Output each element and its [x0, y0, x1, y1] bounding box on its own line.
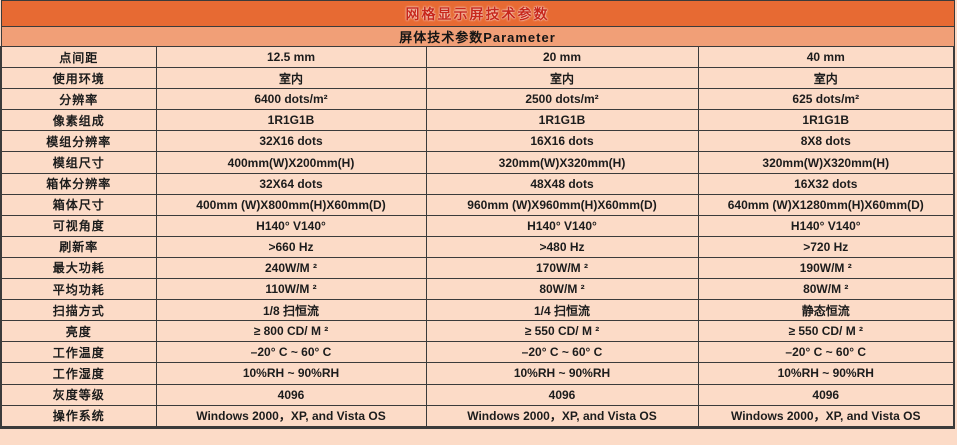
param-value: 320mm(W)X320mm(H)	[697, 151, 955, 174]
param-value: 1R1G1B	[697, 109, 955, 132]
param-value: 80W/M ²	[697, 278, 955, 301]
param-value: ≥ 550 CD/ M ²	[425, 320, 699, 343]
table-row: 最大功耗 240W/M ² 170W/M ² 190W/M ²	[0, 256, 955, 280]
param-value: 1R1G1B	[155, 109, 427, 132]
param-label: 亮度	[0, 320, 157, 343]
table-row: 操作系统 Windows 2000，XP, and Vista OS Windows…	[0, 404, 955, 429]
param-label: 模组分辨率	[0, 130, 157, 153]
param-label: 点间距	[0, 45, 157, 69]
title-row: 网格显示屏技术参数	[0, 0, 955, 27]
param-label: 操作系统	[0, 404, 157, 429]
param-value: 4096	[697, 383, 955, 406]
param-value: 20 mm	[425, 45, 699, 69]
spec-table: 网格显示屏技术参数 屏体技术参数Parameter 点间距 12.5 mm 20 m…	[0, 0, 955, 429]
table-subtitle: 屏体技术参数Parameter	[0, 26, 955, 47]
table-row: 工作温度 –20° C ~ 60° C –20° C ~ 60° C –20° C ~…	[0, 341, 955, 364]
param-label: 像素组成	[0, 109, 157, 132]
param-value: 320mm(W)X320mm(H)	[425, 151, 699, 174]
table-row: 模组尺寸 400mm(W)X200mm(H) 320mm(W)X320mm(H) 32…	[0, 151, 955, 174]
param-value: –20° C ~ 60° C	[155, 341, 427, 364]
param-value: >480 Hz	[425, 235, 699, 258]
param-label: 箱体尺寸	[0, 193, 157, 216]
param-value: 室内	[155, 67, 427, 90]
param-value: 240W/M ²	[155, 256, 427, 280]
param-label: 箱体分辨率	[0, 172, 157, 195]
param-value: 静态恒流	[697, 299, 955, 322]
table-row: 分辨率 6400 dots/m² 2500 dots/m² 625 dots/m²	[0, 88, 955, 111]
param-value: 640mm (W)X1280mm(H)X60mm(D)	[697, 193, 955, 216]
param-label: 模组尺寸	[0, 151, 157, 174]
table-row: 使用环境 室内 室内 室内	[0, 67, 955, 90]
param-value: 6400 dots/m²	[155, 88, 427, 111]
param-value: 10%RH ~ 90%RH	[155, 362, 427, 385]
param-label: 刷新率	[0, 235, 157, 258]
param-label: 最大功耗	[0, 256, 157, 280]
table-row: 箱体尺寸 400mm (W)X800mm(H)X60mm(D) 960mm (W)X…	[0, 193, 955, 216]
param-value: 32X64 dots	[155, 172, 427, 195]
table-row: 工作湿度 10%RH ~ 90%RH 10%RH ~ 90%RH 10%RH ~ 90…	[0, 362, 955, 385]
table-row: 扫描方式 1/8 扫恒流 1/4 扫恒流 静态恒流	[0, 299, 955, 322]
param-value: 1/8 扫恒流	[155, 299, 427, 322]
param-value: 960mm (W)X960mm(H)X60mm(D)	[425, 193, 699, 216]
param-value: 625 dots/m²	[697, 88, 955, 111]
table-row: 灰度等级 4096 4096 4096	[0, 383, 955, 406]
param-value: H140° V140°	[425, 214, 699, 237]
param-value: 1R1G1B	[425, 109, 699, 132]
param-value: ≥ 800 CD/ M ²	[155, 320, 427, 343]
param-value: 110W/M ²	[155, 278, 427, 301]
param-label: 工作温度	[0, 341, 157, 364]
param-value: 16X32 dots	[697, 172, 955, 195]
subtitle-row: 屏体技术参数Parameter	[0, 26, 955, 47]
param-value: 4096	[425, 383, 699, 406]
param-value: H140° V140°	[697, 214, 955, 237]
param-value: Windows 2000，XP, and Vista OS	[425, 404, 699, 429]
param-value: 1/4 扫恒流	[425, 299, 699, 322]
param-value: 10%RH ~ 90%RH	[425, 362, 699, 385]
param-value: H140° V140°	[155, 214, 427, 237]
table-title: 网格显示屏技术参数	[0, 0, 955, 27]
param-label: 灰度等级	[0, 383, 157, 406]
param-value: >720 Hz	[697, 235, 955, 258]
param-value: –20° C ~ 60° C	[425, 341, 699, 364]
param-label: 可视角度	[0, 214, 157, 237]
param-label: 使用环境	[0, 67, 157, 90]
param-value: 40 mm	[697, 45, 955, 69]
param-value: –20° C ~ 60° C	[697, 341, 955, 364]
param-value: 48X48 dots	[425, 172, 699, 195]
param-value: 400mm(W)X200mm(H)	[155, 151, 427, 174]
param-value: 室内	[697, 67, 955, 90]
param-value: 10%RH ~ 90%RH	[697, 362, 955, 385]
param-value: 400mm (W)X800mm(H)X60mm(D)	[155, 193, 427, 216]
table-row: 模组分辨率 32X16 dots 16X16 dots 8X8 dots	[0, 130, 955, 153]
param-value: 12.5 mm	[155, 45, 427, 69]
param-value: 16X16 dots	[425, 130, 699, 153]
param-value: 4096	[155, 383, 427, 406]
table-row: 平均功耗 110W/M ² 80W/M ² 80W/M ²	[0, 278, 955, 301]
param-label: 工作湿度	[0, 362, 157, 385]
param-value: 190W/M ²	[697, 256, 955, 280]
table-row: 可视角度 H140° V140° H140° V140° H140° V140°	[0, 214, 955, 237]
param-value: >660 Hz	[155, 235, 427, 258]
param-value: Windows 2000，XP, and Vista OS	[697, 404, 955, 429]
table-row: 刷新率 >660 Hz >480 Hz >720 Hz	[0, 235, 955, 258]
param-value: ≥ 550 CD/ M ²	[697, 320, 955, 343]
table-row: 点间距 12.5 mm 20 mm 40 mm	[0, 45, 955, 69]
table-row: 亮度 ≥ 800 CD/ M ² ≥ 550 CD/ M ² ≥ 550 CD/ M …	[0, 320, 955, 343]
param-value: Windows 2000，XP, and Vista OS	[155, 404, 427, 429]
param-value: 8X8 dots	[697, 130, 955, 153]
param-value: 室内	[425, 67, 699, 90]
table-row: 箱体分辨率 32X64 dots 48X48 dots 16X32 dots	[0, 172, 955, 195]
table-row: 像素组成 1R1G1B 1R1G1B 1R1G1B	[0, 109, 955, 132]
param-value: 170W/M ²	[425, 256, 699, 280]
param-label: 分辨率	[0, 88, 157, 111]
param-label: 平均功耗	[0, 278, 157, 301]
param-value: 80W/M ²	[425, 278, 699, 301]
table-body: 点间距 12.5 mm 20 mm 40 mm 使用环境 室内 室内 室内 分辨率 6400 do…	[0, 45, 955, 429]
param-value: 2500 dots/m²	[425, 88, 699, 111]
param-value: 32X16 dots	[155, 130, 427, 153]
param-label: 扫描方式	[0, 299, 157, 322]
